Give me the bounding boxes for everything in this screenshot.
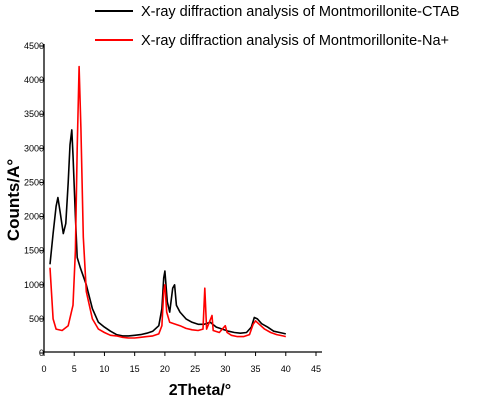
y-tick-label: 1000 — [24, 280, 44, 290]
x-axis-title: 2Theta/° — [169, 382, 231, 399]
x-tick-label: 35 — [251, 364, 261, 374]
plot-area — [49, 65, 286, 339]
legend-label-na: X-ray diffraction analysis of Montmorill… — [141, 33, 449, 49]
series-line-na — [49, 65, 286, 339]
x-tick-label: 40 — [281, 364, 291, 374]
x-tick-label: 30 — [220, 364, 230, 374]
y-tick-label: 2500 — [24, 177, 44, 187]
y-tick-label: 4000 — [24, 75, 44, 85]
x-tick-label: 45 — [311, 364, 321, 374]
legend: X-ray diffraction analysis of Montmorill… — [95, 4, 460, 49]
y-tick-label: 1500 — [24, 246, 44, 256]
y-ticks: 0 500 1000 1500 2000 2500 3000 3500 4000 4500 — [24, 41, 44, 358]
x-tick-label: 10 — [99, 364, 109, 374]
axes — [43, 44, 322, 353]
series-line-ctab — [49, 129, 286, 337]
x-tick-label: 25 — [190, 364, 200, 374]
x-tick-label: 5 — [72, 364, 77, 374]
y-tick-label: 2000 — [24, 212, 44, 222]
y-axis-title: Counts/A° — [4, 159, 23, 242]
x-tick-label: 0 — [41, 364, 46, 374]
y-tick-label: 4500 — [24, 41, 44, 51]
x-tick-label: 15 — [130, 364, 140, 374]
y-tick-label: 0 — [39, 348, 44, 358]
legend-label-ctab: X-ray diffraction analysis of Montmorill… — [141, 4, 460, 20]
x-tick-label: 20 — [160, 364, 170, 374]
x-ticks: 0 5 10 15 20 25 30 35 40 45 — [41, 352, 321, 374]
y-tick-label: 3500 — [24, 109, 44, 119]
y-tick-label: 500 — [29, 314, 44, 324]
y-tick-label: 3000 — [24, 143, 44, 153]
